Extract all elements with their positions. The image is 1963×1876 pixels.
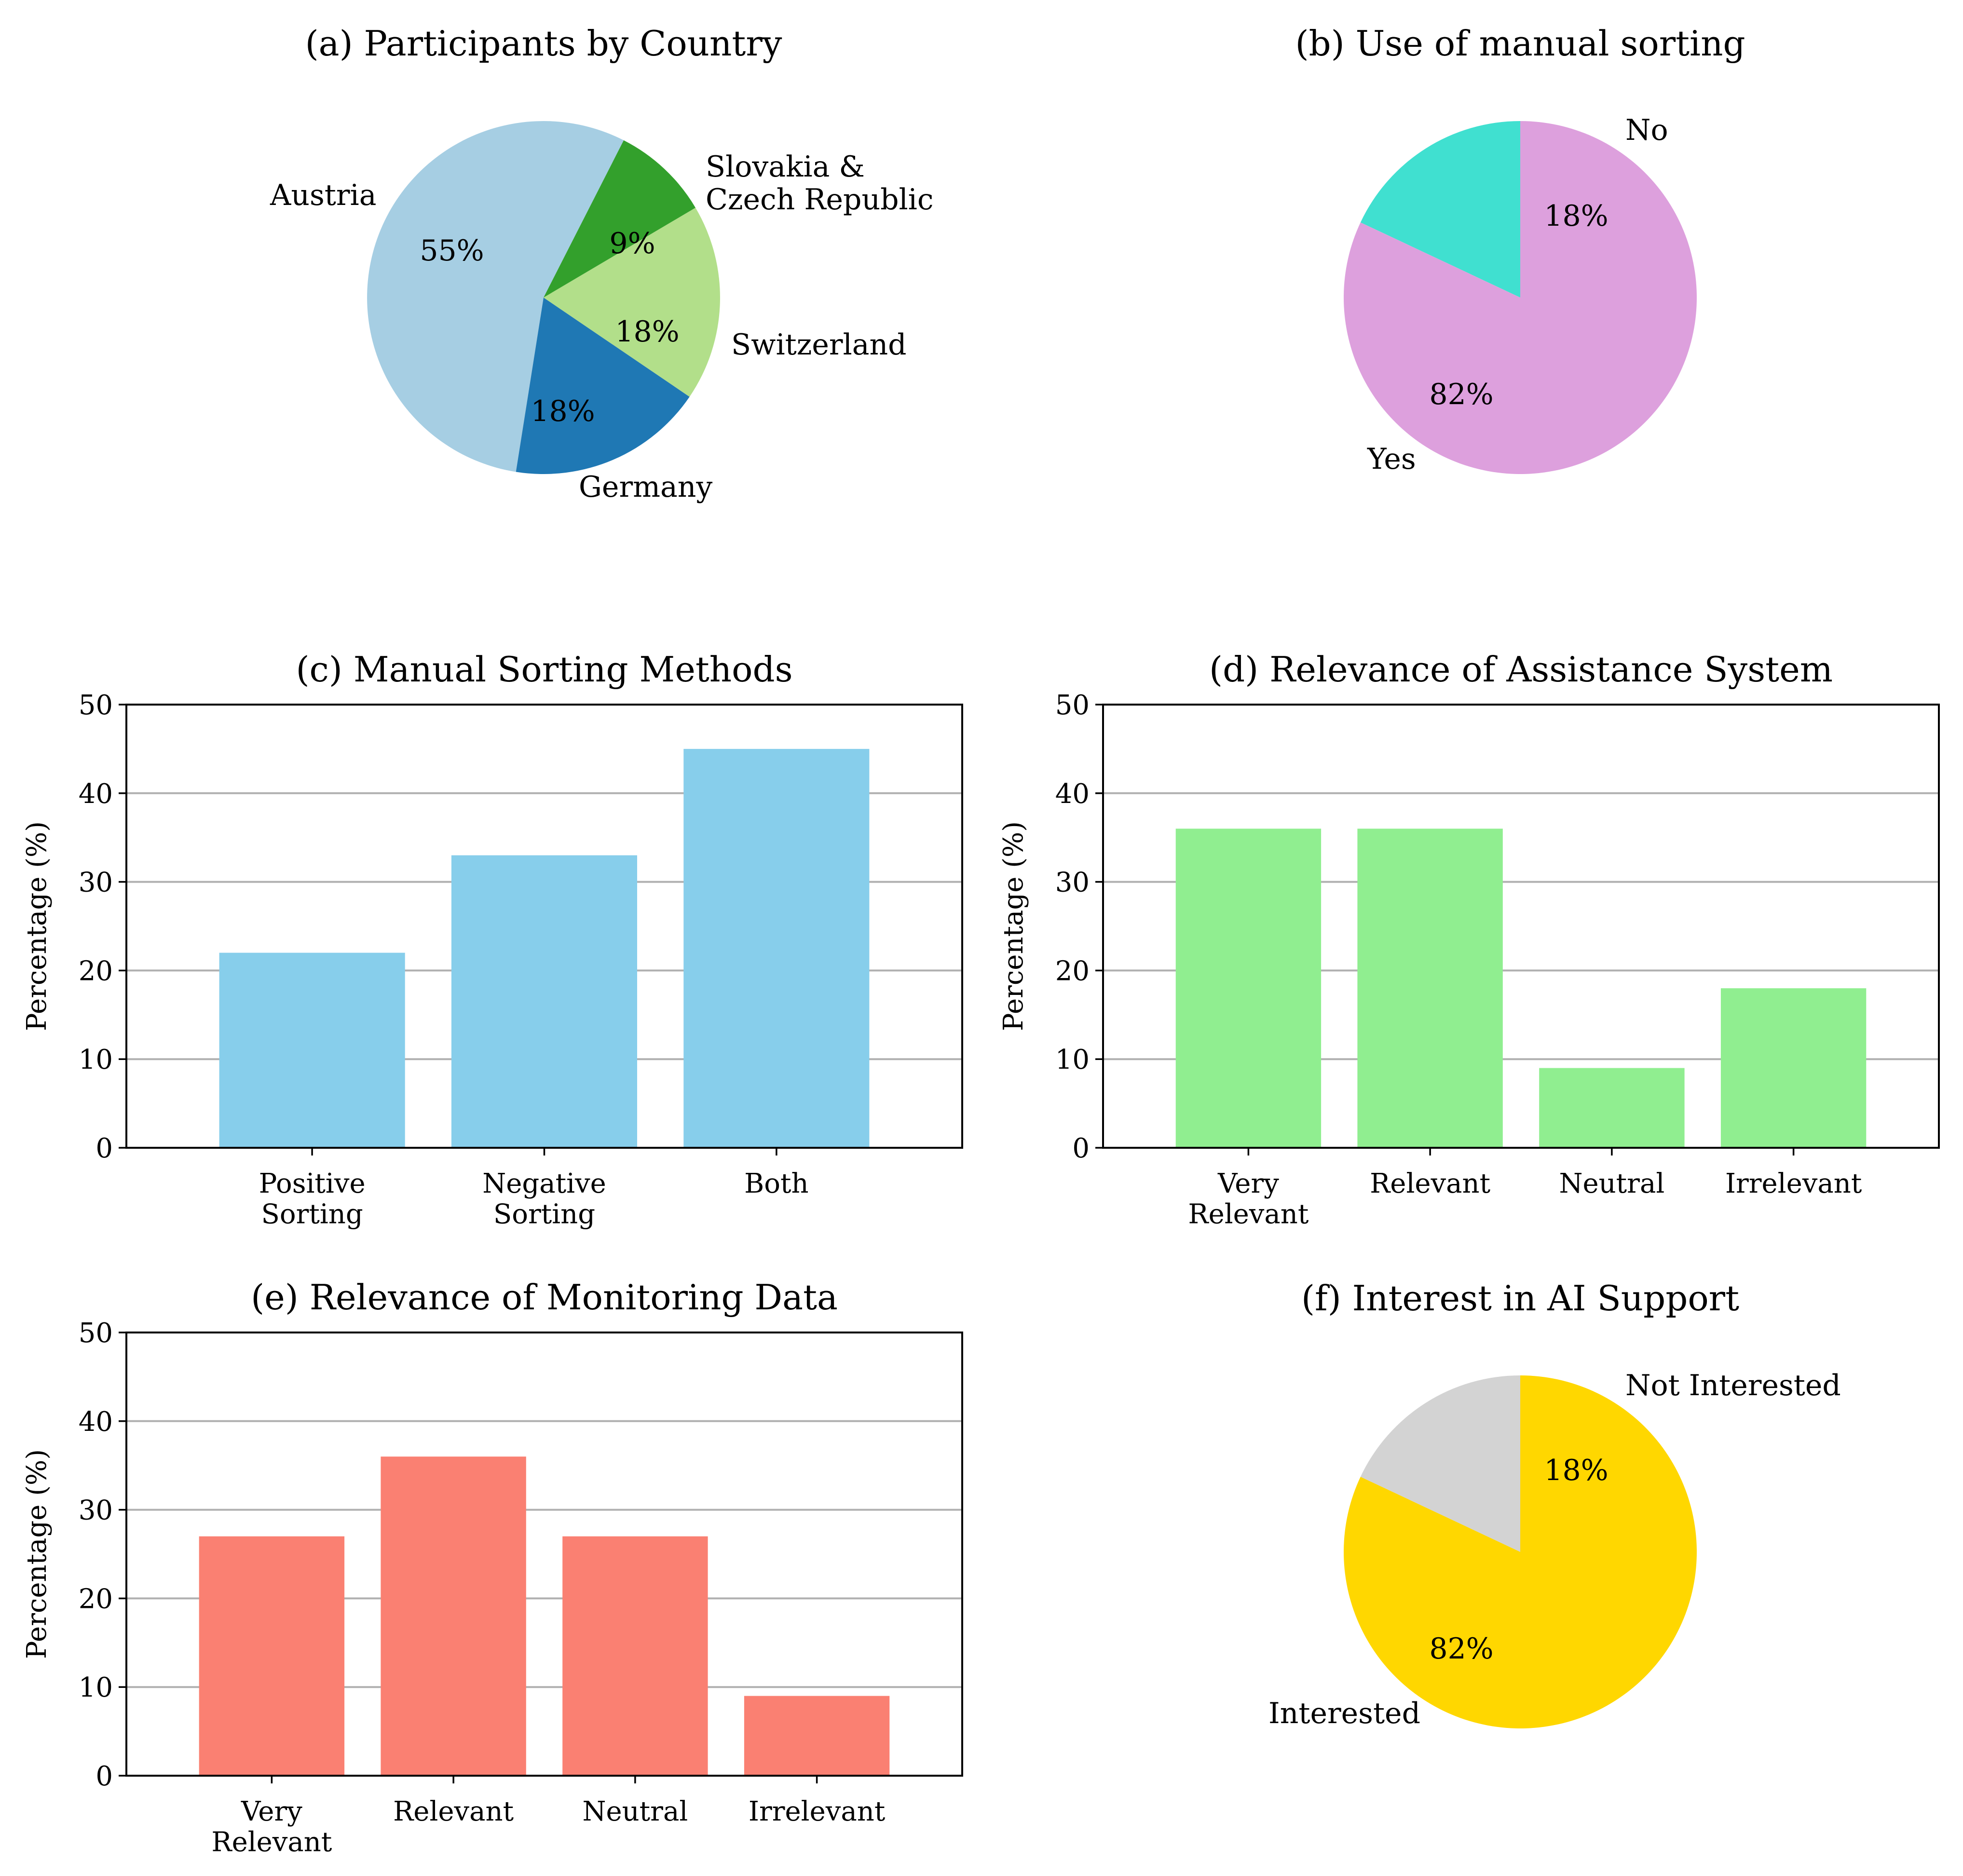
chart-title: (b) Use of manual sorting [1295, 23, 1745, 64]
bar-neutral [562, 1536, 708, 1776]
y-axis-label: Percentage (%) [998, 821, 1029, 1031]
x-tick-label-neutral: Neutral [582, 1796, 688, 1827]
y-tick-label: 30 [79, 1495, 113, 1526]
bar-both [683, 748, 870, 1148]
pie-label-slovakia-czech-republic: Slovakia & Czech Republic [706, 150, 933, 217]
y-axis-label: Percentage (%) [21, 821, 53, 1031]
x-tick-label-both: Both [744, 1168, 808, 1199]
y-tick-label: 0 [1072, 1133, 1090, 1164]
pie-label-yes: Yes [1367, 442, 1416, 476]
y-tick-label: 40 [79, 1406, 113, 1438]
pie-slice-yes [1343, 121, 1697, 474]
panel-interest-in-ai-support: (f) Interest in AI Support Not Interested… [1268, 1278, 1841, 1730]
pie-percent-switzerland: 18% [615, 315, 679, 349]
bar-irrelevant [744, 1696, 890, 1776]
y-tick-label: 40 [1055, 778, 1090, 810]
pie-percent-no: 18% [1544, 199, 1608, 233]
pie-slice-not-interested [1360, 1375, 1520, 1552]
plot-frame [125, 704, 963, 1149]
bar-neutral [1539, 1068, 1685, 1148]
y-tick-label: 10 [79, 1672, 113, 1703]
panel-use-of-manual-sorting: (b) Use of manual sorting No Yes 18% 82% [1295, 23, 1745, 476]
y-tick-label: 30 [79, 867, 113, 898]
y-tick-label: 50 [79, 690, 113, 721]
x-tick-label-irrelevant: Irrelevant [749, 1796, 886, 1827]
bar-irrelevant [1720, 988, 1867, 1148]
plot-frame [125, 1332, 963, 1777]
pie-percent-austria: 55% [420, 234, 484, 268]
bar-positive-sorting [219, 952, 405, 1148]
pie-percent-yes: 82% [1429, 378, 1493, 411]
plot-frame [1102, 704, 1940, 1149]
y-tick-label: 20 [1055, 955, 1090, 987]
y-tick-label: 40 [79, 778, 113, 810]
pie-slice-germany [516, 298, 690, 475]
chart-title: (c) Manual Sorting Methods [296, 649, 792, 690]
x-tick-label-irrelevant: Irrelevant [1725, 1168, 1862, 1199]
chart-title: (e) Relevance of Monitoring Data [251, 1277, 838, 1318]
bar-very-relevant [199, 1536, 345, 1776]
x-tick-label-very-relevant: Very Relevant [211, 1796, 332, 1858]
bar-relevant [381, 1456, 526, 1776]
panel-manual-sorting-methods: (c) Manual Sorting Methods Positive Sortin… [21, 649, 963, 1230]
y-tick-label: 50 [79, 1318, 113, 1349]
y-tick-label: 0 [95, 1133, 113, 1164]
x-tick-label-negative-sorting: Negative Sorting [482, 1168, 606, 1230]
pie-slice-switzerland [544, 207, 720, 397]
y-axis-label: Percentage (%) [21, 1449, 53, 1659]
bar-very-relevant [1175, 829, 1322, 1148]
y-tick-label: 50 [1055, 690, 1090, 721]
y-tick-label: 10 [79, 1044, 113, 1075]
y-tick-label: 20 [79, 1583, 113, 1615]
pie-label-not-interested: Not Interested [1625, 1369, 1841, 1402]
y-tick-label: 30 [1055, 867, 1090, 898]
y-tick-label: 0 [95, 1761, 113, 1792]
pie-percent-not-interested: 18% [1544, 1454, 1608, 1487]
chart-title: (a) Participants by Country [305, 23, 782, 64]
pie-slice-austria [367, 121, 624, 472]
panel-relevance-of-monitoring-data: (e) Relevance of Monitoring Data Very Rele… [21, 1277, 963, 1858]
y-tick-label: 10 [1055, 1044, 1090, 1075]
panel-participants-by-country: (a) Participants by Country Austria German… [270, 23, 933, 504]
pie-percent-germany: 18% [531, 394, 595, 428]
x-tick-label-relevant: Relevant [393, 1796, 514, 1827]
chart-title: (d) Relevance of Assistance System [1209, 649, 1833, 690]
bar-relevant [1357, 829, 1503, 1148]
y-tick-label: 20 [79, 955, 113, 987]
pie-slice-slovakia-czech-republic [544, 140, 695, 298]
panel-relevance-of-assistance-system: (d) Relevance of Assistance System Very Re… [998, 649, 1940, 1230]
pie-label-austria: Austria [270, 178, 377, 212]
bar-negative-sorting [451, 855, 637, 1148]
x-tick-label-very-relevant: Very Relevant [1188, 1168, 1309, 1230]
pie-percent-interested: 82% [1429, 1632, 1493, 1666]
pie-percent-slovakia-czech-republic: 9% [609, 227, 655, 260]
pie-slice-no [1360, 121, 1520, 298]
pie-label-switzerland: Switzerland [731, 328, 907, 362]
pie-slice-interested [1343, 1375, 1697, 1728]
x-tick-label-relevant: Relevant [1370, 1168, 1490, 1199]
chart-title: (f) Interest in AI Support [1301, 1278, 1739, 1319]
pie-label-interested: Interested [1268, 1697, 1420, 1730]
pie-label-no: No [1625, 113, 1668, 147]
x-tick-label-positive-sorting: Positive Sorting [259, 1168, 366, 1230]
x-tick-label-neutral: Neutral [1559, 1168, 1664, 1199]
pie-label-germany: Germany [579, 470, 712, 504]
